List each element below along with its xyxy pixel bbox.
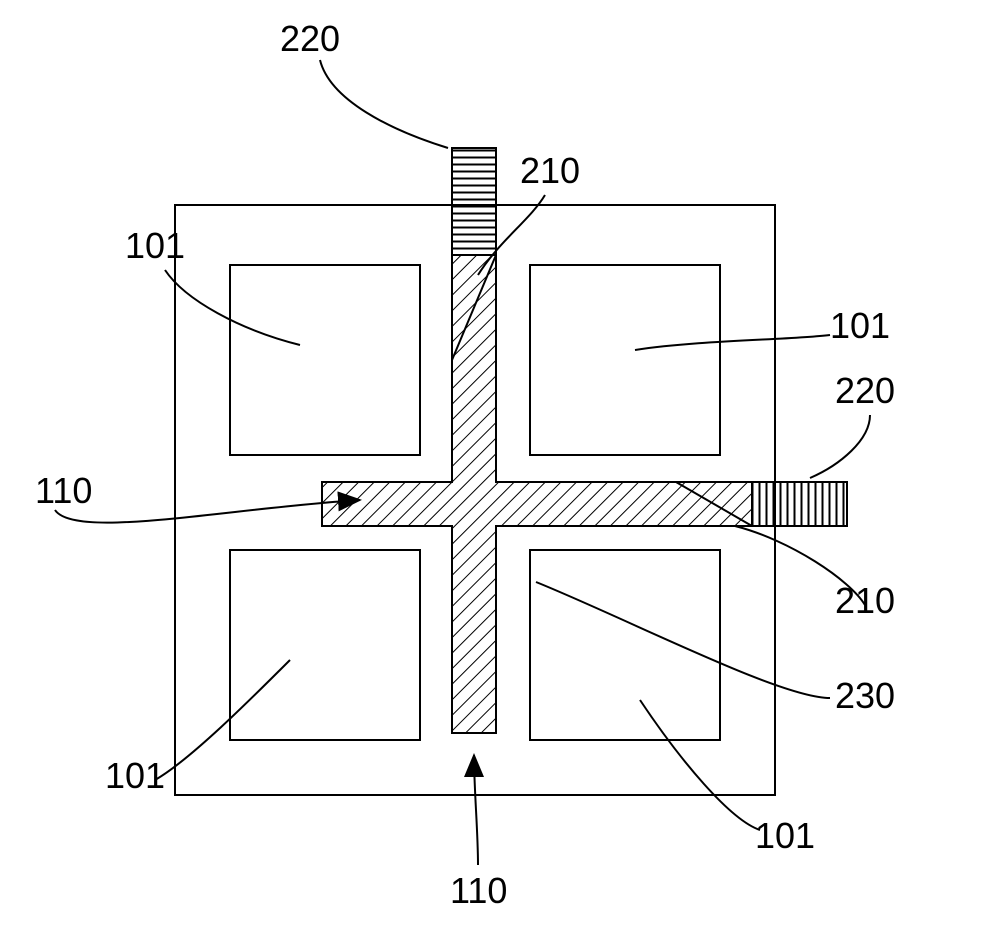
callout-label-220: 220 <box>835 370 895 412</box>
callout-label-210: 210 <box>520 150 580 192</box>
cross-body <box>322 255 752 733</box>
leader-line-101-3 <box>635 335 830 350</box>
inner-square-3 <box>530 550 720 740</box>
callout-label-220: 220 <box>280 18 340 60</box>
callout-label-101: 101 <box>755 815 815 857</box>
callout-label-110: 110 <box>450 870 507 912</box>
leader-line-101-2 <box>165 270 300 345</box>
leader-line-110-5 <box>55 500 360 523</box>
callout-label-230: 230 <box>835 675 895 717</box>
leader-line-230-7 <box>536 582 830 698</box>
callout-label-210: 210 <box>835 580 895 622</box>
inner-square-0 <box>230 265 420 455</box>
striped-stub-0 <box>452 148 496 255</box>
callout-label-101: 101 <box>125 225 185 267</box>
callout-label-101: 101 <box>105 755 165 797</box>
inner-square-2 <box>230 550 420 740</box>
leader-line-220-4 <box>810 415 870 478</box>
leader-line-101-9 <box>640 700 760 830</box>
striped-stub-1 <box>752 482 847 526</box>
inner-square-1 <box>530 265 720 455</box>
leader-line-220-0 <box>320 60 448 148</box>
callout-label-110: 110 <box>35 470 92 512</box>
leader-line-110-10 <box>474 755 478 865</box>
callout-label-101: 101 <box>830 305 890 347</box>
shapes-group <box>175 148 847 795</box>
